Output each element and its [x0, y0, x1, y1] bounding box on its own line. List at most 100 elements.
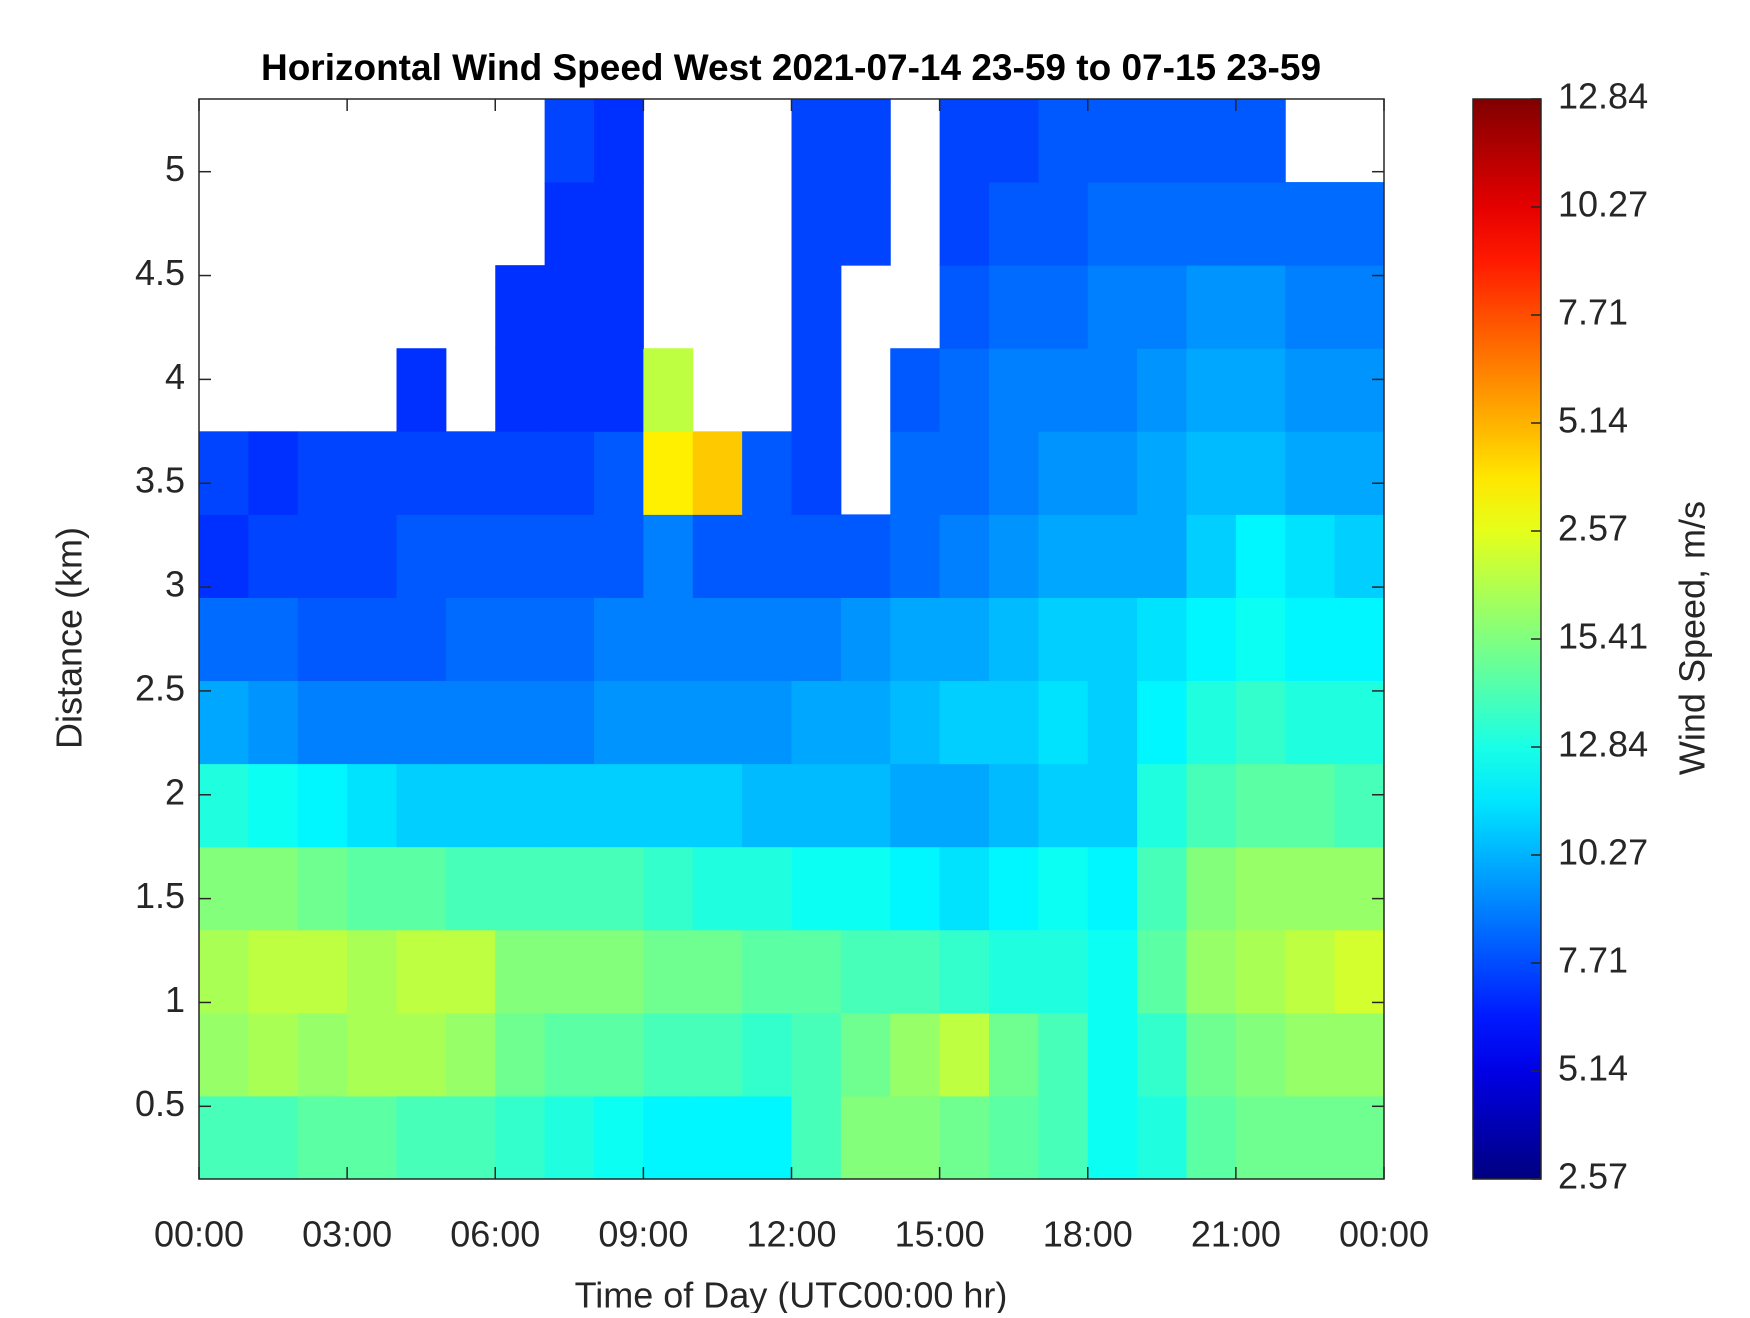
heat-cell [1235, 1012, 1286, 1097]
heat-cell [939, 431, 990, 515]
heat-cell [396, 680, 447, 765]
heat-cell [199, 763, 249, 848]
heat-cell [1334, 846, 1385, 931]
heat-cell [297, 763, 348, 848]
heat-cell [1334, 1012, 1385, 1097]
heat-cell [1334, 348, 1385, 432]
heat-cell [1334, 597, 1385, 682]
y-tick-label: 2.5 [135, 667, 185, 708]
heat-cell [890, 348, 941, 432]
heat-cell [347, 431, 397, 515]
heat-cell [989, 597, 1039, 682]
heat-cell [890, 1012, 941, 1097]
heat-cell [939, 514, 990, 598]
heat-cell [445, 929, 496, 1014]
heat-cell [890, 431, 941, 515]
heat-cell [1038, 348, 1089, 432]
heat-cell [1334, 265, 1385, 349]
x-tick-label: 09:00 [598, 1214, 688, 1255]
heat-cell [347, 514, 397, 598]
y-tick-label: 1.5 [135, 875, 185, 916]
heat-cell [347, 597, 397, 682]
heat-cell [1285, 597, 1336, 682]
heat-cell [1235, 1095, 1286, 1180]
heat-cell [692, 929, 743, 1014]
heat-cell [199, 846, 249, 931]
heat-cell [1137, 431, 1187, 515]
heat-cell [347, 680, 397, 765]
heat-cell [594, 99, 644, 183]
heat-cell [1137, 597, 1187, 682]
heat-cell [1285, 1012, 1336, 1097]
heat-cell [445, 1095, 496, 1180]
x-tick-label: 06:00 [450, 1214, 540, 1255]
heat-cell [199, 1095, 249, 1180]
heat-cell [495, 763, 546, 848]
heat-cell [544, 265, 595, 349]
heat-cell [1137, 514, 1187, 598]
heat-cell [248, 597, 299, 682]
heat-cell [199, 1012, 249, 1097]
heat-cell [791, 929, 842, 1014]
heat-cell [1137, 1012, 1187, 1097]
heat-cell [297, 929, 348, 1014]
heat-cell [248, 431, 299, 515]
colorbar-tick-label: 10.27 [1558, 184, 1648, 225]
heat-cell [445, 514, 496, 598]
heat-cell [890, 1095, 941, 1180]
heat-cell [890, 846, 941, 931]
heat-cell [1285, 182, 1336, 266]
heat-cell [1087, 763, 1138, 848]
heat-cell [643, 597, 694, 682]
heat-cell [791, 1095, 842, 1180]
heat-cell [939, 929, 990, 1014]
heat-cell [1186, 597, 1237, 682]
heat-cell [1038, 182, 1089, 266]
heat-cell [791, 846, 842, 931]
y-tick-label: 5 [165, 148, 185, 189]
heat-cell [445, 431, 496, 515]
heat-cell [1137, 846, 1187, 931]
heat-cell [495, 265, 546, 349]
heat-cell [1235, 265, 1286, 349]
heat-cell [1087, 680, 1138, 765]
heat-cell [248, 763, 299, 848]
heat-cell [1285, 348, 1336, 432]
heat-cell [1235, 763, 1286, 848]
heat-cell [1235, 597, 1286, 682]
heat-cell [594, 182, 644, 266]
x-tick-label: 00:00 [1339, 1214, 1429, 1255]
heat-cell [742, 846, 792, 931]
heat-cell [445, 763, 496, 848]
heat-cell [594, 348, 644, 432]
x-tick-label: 21:00 [1191, 1214, 1281, 1255]
heat-cell [495, 680, 546, 765]
heat-cell [692, 514, 743, 598]
heat-cell [643, 1095, 694, 1180]
heat-cell [989, 431, 1039, 515]
heat-cell [495, 1095, 546, 1180]
heat-cell [989, 99, 1039, 183]
heat-cell [1137, 929, 1187, 1014]
heat-cell [1235, 348, 1286, 432]
heat-cell [1137, 1095, 1187, 1180]
heat-cell [939, 763, 990, 848]
heat-cell [594, 431, 644, 515]
heat-cell [1038, 597, 1089, 682]
heat-cell [396, 1095, 447, 1180]
heat-cell [1038, 431, 1089, 515]
colorbar-tick-label: 12.84 [1558, 76, 1648, 117]
heat-cell [445, 846, 496, 931]
heat-cell [544, 763, 595, 848]
heat-cell [1235, 431, 1286, 515]
heat-cell [840, 846, 891, 931]
heat-cell [1038, 1095, 1089, 1180]
heat-cell [742, 431, 792, 515]
heat-cell [1334, 680, 1385, 765]
heat-cell [939, 99, 990, 183]
heat-cell [989, 763, 1039, 848]
heat-cell [1087, 182, 1138, 266]
heat-cell [594, 680, 644, 765]
heat-cell [544, 597, 595, 682]
heat-cell [1087, 1012, 1138, 1097]
